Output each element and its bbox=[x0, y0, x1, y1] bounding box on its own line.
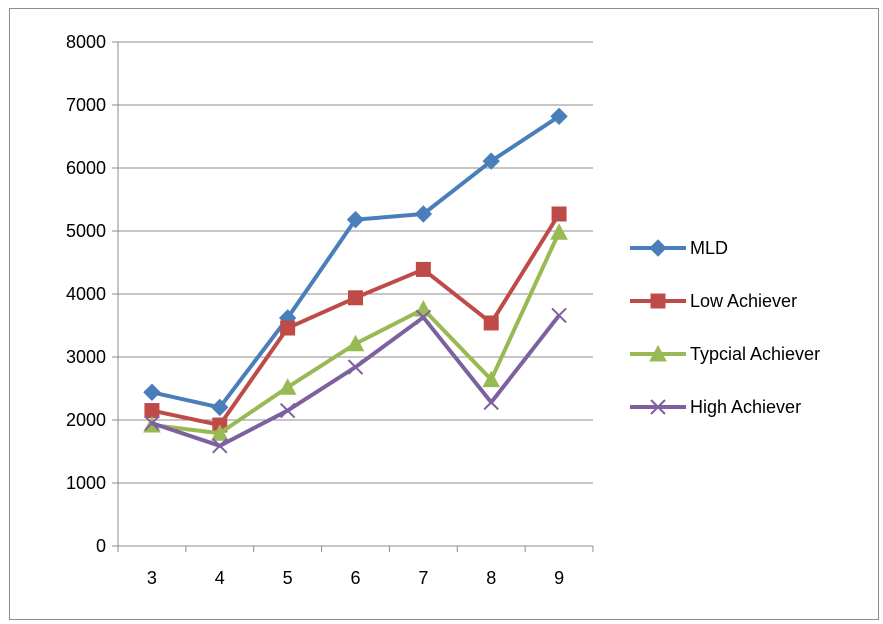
data-point bbox=[347, 359, 364, 375]
series-lines bbox=[143, 107, 568, 454]
data-point bbox=[415, 261, 431, 277]
data-point bbox=[414, 300, 433, 317]
legend-item: Typcial Achiever bbox=[630, 344, 820, 364]
chart-frame bbox=[9, 8, 879, 620]
x-tick-label: 7 bbox=[418, 568, 428, 588]
data-point bbox=[143, 383, 161, 401]
data-point bbox=[483, 394, 499, 411]
data-point bbox=[346, 210, 365, 229]
legend-marker bbox=[649, 344, 667, 362]
x-tick-label: 9 bbox=[554, 568, 564, 588]
y-tick-label: 3000 bbox=[66, 347, 106, 367]
data-point bbox=[550, 107, 568, 126]
x-tick-label: 6 bbox=[350, 568, 360, 588]
x-tick-label: 5 bbox=[283, 568, 293, 588]
data-point bbox=[482, 370, 501, 388]
data-point bbox=[550, 223, 568, 240]
x-tick-label: 3 bbox=[147, 568, 157, 588]
data-point bbox=[482, 152, 500, 170]
y-tick-label: 2000 bbox=[66, 410, 106, 430]
legend-marker bbox=[650, 293, 666, 309]
legend: MLD Low Achiever Typcial Achiever High Achi… bbox=[630, 238, 820, 417]
y-tick-label: 5000 bbox=[66, 221, 106, 241]
x-tick-label: 4 bbox=[215, 568, 225, 588]
data-point bbox=[483, 315, 499, 331]
y-tick-label: 0 bbox=[96, 536, 106, 556]
y-tick-label: 4000 bbox=[66, 284, 106, 304]
data-point bbox=[211, 398, 229, 417]
legend-label: Typcial Achiever bbox=[690, 344, 820, 364]
legend-item: High Achiever bbox=[630, 397, 801, 417]
axes: 0 1000 2000 3000 4000 5000 6000 7000 8000 3 4 5 6 7 8 9 bbox=[66, 32, 594, 588]
legend-item: Low Achiever bbox=[630, 291, 797, 311]
legend-label: Low Achiever bbox=[690, 291, 797, 311]
x-tick-label: 8 bbox=[486, 568, 496, 588]
legend-label: MLD bbox=[690, 238, 728, 258]
y-tick-label: 7000 bbox=[66, 95, 106, 115]
data-point bbox=[280, 320, 296, 336]
data-point bbox=[212, 438, 228, 454]
legend-marker bbox=[650, 399, 666, 415]
y-tick-label: 6000 bbox=[66, 158, 106, 178]
data-point bbox=[551, 307, 567, 324]
data-point bbox=[348, 290, 363, 306]
data-point bbox=[551, 206, 567, 222]
legend-marker bbox=[649, 239, 667, 257]
series-line-2 bbox=[151, 231, 561, 436]
data-point bbox=[415, 309, 432, 326]
legend-label: High Achiever bbox=[690, 397, 801, 417]
data-point bbox=[279, 402, 296, 419]
data-point bbox=[346, 334, 365, 352]
y-tick-label: 1000 bbox=[66, 473, 106, 493]
data-point bbox=[278, 378, 297, 395]
data-point bbox=[210, 424, 229, 441]
y-tick-label: 8000 bbox=[66, 32, 106, 52]
legend-item: MLD bbox=[630, 238, 728, 258]
data-point bbox=[414, 205, 433, 223]
data-point bbox=[144, 403, 160, 419]
data-point bbox=[144, 415, 160, 431]
